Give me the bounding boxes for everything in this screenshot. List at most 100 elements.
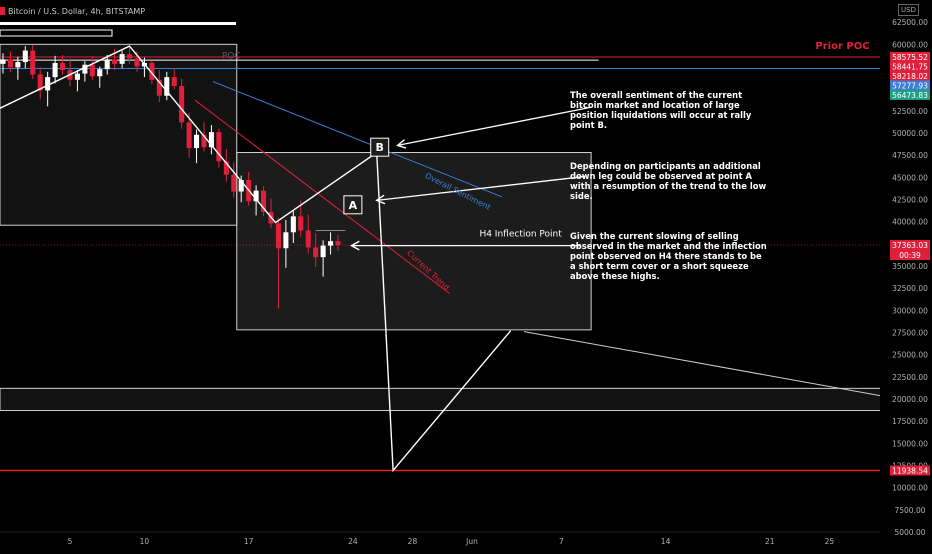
candle-body-8 xyxy=(60,62,66,71)
price-label-1: 58441.75 xyxy=(892,62,928,71)
time-tick-8: 21 xyxy=(765,537,775,546)
candle-body-10 xyxy=(74,73,80,80)
candle-body-42 xyxy=(313,247,319,258)
zone-box-2 xyxy=(0,387,880,412)
price-tick-19: 52500.00 xyxy=(892,107,928,116)
symbol-header[interactable]: Bitcoin / U.S. Dollar, 4h, BITSTAMP xyxy=(0,4,145,18)
candle-body-18 xyxy=(134,58,140,67)
header-bar-2 xyxy=(0,29,113,37)
header-bar-1 xyxy=(0,22,236,25)
price-tick-18: 50000.00 xyxy=(892,129,928,138)
candle-body-15 xyxy=(112,59,118,64)
candle-body-24 xyxy=(179,86,185,123)
price-tick-12: 35000.00 xyxy=(892,262,928,271)
price-label-box-0 xyxy=(890,51,930,62)
candle-body-40 xyxy=(298,216,304,231)
price-label-4: 56473.83 xyxy=(892,91,928,100)
price-tick-8: 25000.00 xyxy=(892,351,928,360)
candle-body-2 xyxy=(15,62,21,68)
price-tick-23: 62500.00 xyxy=(892,18,928,27)
point-b-label-box xyxy=(370,137,390,157)
point-a-label: A xyxy=(349,199,358,212)
time-tick-0: 5 xyxy=(68,537,73,546)
currency-label[interactable]: USD xyxy=(898,4,919,16)
candle-body-3 xyxy=(22,50,28,63)
time-tick-6: 7 xyxy=(559,537,564,546)
arrow-line-0 xyxy=(397,106,592,147)
price-tick-1: 7500.00 xyxy=(894,506,925,515)
candle-body-37 xyxy=(275,223,281,249)
arrow-head-icon-2 xyxy=(349,240,360,251)
candle-body-12 xyxy=(89,64,95,77)
price-axis: 5000.007500.0010000.0012500.0015000.0017… xyxy=(890,18,930,537)
time-axis: 5 10 17 24 28 Jun 7 14 21 25 xyxy=(0,531,880,546)
price-label-box-4 xyxy=(890,89,930,100)
candle-body-43 xyxy=(320,245,326,258)
h4-inflection-label: H4 Inflection Point xyxy=(479,230,562,240)
price-tick-7: 22500.00 xyxy=(892,373,928,382)
exchange-logo-icon xyxy=(0,7,5,15)
candle-body-17 xyxy=(127,54,133,59)
price-label-box-5 xyxy=(890,240,930,251)
countdown-label: 00:39 xyxy=(899,251,921,260)
candle-body-30 xyxy=(223,161,229,175)
time-tick-2: 17 xyxy=(244,537,254,546)
time-tick-7: 14 xyxy=(661,537,671,546)
poc-box-label: POC xyxy=(222,52,241,62)
time-tick-1: 10 xyxy=(140,537,150,546)
arrow-head-icon-0 xyxy=(396,139,407,149)
candle-body-45 xyxy=(335,241,341,246)
candle-body-20 xyxy=(149,62,155,80)
price-tick-16: 45000.00 xyxy=(892,173,928,182)
price-tick-0: 5000.00 xyxy=(894,528,925,537)
time-tick-3: 24 xyxy=(348,537,358,546)
price-tick-17: 47500.00 xyxy=(892,151,928,160)
candle-body-23 xyxy=(171,77,177,87)
candle-body-4 xyxy=(30,50,36,75)
projected-wave-path xyxy=(0,45,512,473)
price-tick-22: 60000.00 xyxy=(892,40,928,49)
price-tick-2: 10000.00 xyxy=(892,484,928,493)
price-tick-5: 17500.00 xyxy=(892,417,928,426)
price-tick-15: 42500.00 xyxy=(892,196,928,205)
price-tick-14: 40000.00 xyxy=(892,218,928,227)
point-a-label-box xyxy=(343,195,363,215)
candle-body-21 xyxy=(156,79,162,96)
price-tick-11: 32500.00 xyxy=(892,284,928,293)
symbol-title: Bitcoin / U.S. Dollar, 4h, BITSTAMP xyxy=(8,6,146,16)
candle-body-14 xyxy=(104,59,110,70)
candle-body-28 xyxy=(208,132,214,148)
price-tick-6: 20000.00 xyxy=(892,395,928,404)
time-tick-9: 25 xyxy=(825,537,835,546)
point-b-label: B xyxy=(376,141,384,154)
price-label-box-2 xyxy=(890,70,930,81)
zone-box-0 xyxy=(0,43,238,226)
price-tick-9: 27500.00 xyxy=(892,329,928,338)
candle-body-29 xyxy=(216,132,222,162)
time-tick-5: Jun xyxy=(465,537,478,546)
note-point-a-down-leg: Depending on participants an additional … xyxy=(570,161,767,201)
overall-sentiment-line xyxy=(212,81,502,198)
price-label-6: 11938.54 xyxy=(892,466,928,475)
candle-body-0 xyxy=(0,59,6,64)
price-label-0: 58575.52 xyxy=(892,53,928,62)
candle-body-22 xyxy=(164,77,170,96)
price-label-box-3 xyxy=(890,80,930,91)
price-label-2: 58218.02 xyxy=(892,72,928,81)
candle-body-1 xyxy=(7,59,13,68)
price-label-box-6 xyxy=(890,465,930,476)
time-tick-4: 28 xyxy=(408,537,418,546)
price-label-3: 57277.93 xyxy=(892,81,928,90)
candle-body-25 xyxy=(186,122,192,149)
candle-body-11 xyxy=(82,64,88,74)
candle-body-7 xyxy=(52,62,58,78)
price-tick-4: 15000.00 xyxy=(892,439,928,448)
candle-body-5 xyxy=(37,74,43,91)
prior-poc-label: Prior POC xyxy=(815,41,869,52)
candle-body-39 xyxy=(290,216,296,233)
arrow-line-1 xyxy=(376,175,586,202)
candle-body-27 xyxy=(201,134,207,148)
